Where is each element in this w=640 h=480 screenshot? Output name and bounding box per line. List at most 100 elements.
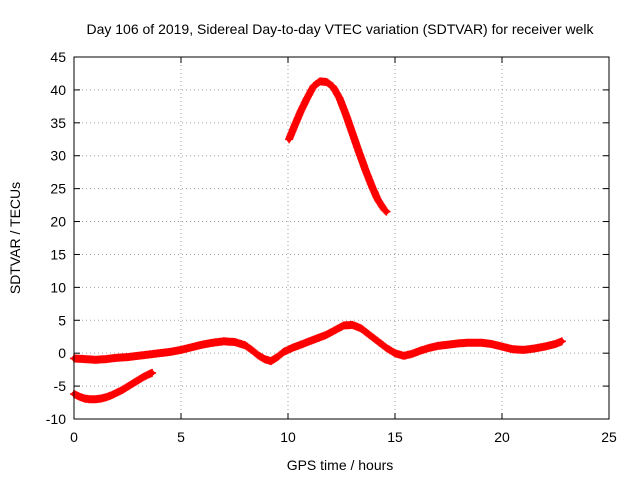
data-point (368, 182, 375, 188)
data-point (426, 345, 432, 351)
y-tick-label: -10 (46, 411, 66, 427)
data-point (467, 340, 473, 346)
data-point (306, 338, 312, 344)
data-point (289, 345, 295, 351)
y-tick-labels: -10 -5 0 5 10 15 20 25 30 35 40 45 (46, 49, 66, 427)
data-point (418, 347, 424, 354)
data-point (375, 338, 381, 344)
data-point (456, 340, 462, 346)
grid-lines (74, 57, 609, 419)
data-point (140, 374, 147, 380)
data-point (559, 338, 565, 344)
data-point (286, 136, 292, 142)
data-point (92, 396, 98, 402)
series-low-arc (70, 368, 157, 404)
plot-frame (73, 56, 610, 420)
data-point (323, 79, 330, 85)
data-point (366, 332, 372, 338)
series-peak-arc (285, 77, 391, 216)
data-point (298, 342, 304, 348)
data-point (323, 332, 330, 338)
data-point (499, 344, 505, 350)
data-point (249, 347, 255, 353)
data-point (520, 347, 527, 353)
data-point (356, 148, 362, 154)
data-point (82, 395, 88, 402)
y-tick-label: 0 (58, 345, 66, 361)
data-point (552, 341, 559, 347)
y-tick-label: 10 (50, 279, 66, 295)
data-point (149, 370, 155, 376)
data-point (317, 78, 323, 84)
data-point (146, 351, 152, 358)
x-tick-labels: 0 5 10 15 20 25 (70, 429, 617, 445)
data-point (304, 95, 310, 101)
data-point (87, 396, 93, 402)
x-tick-label: 0 (70, 429, 78, 445)
data-point (130, 380, 136, 387)
data-point (392, 350, 398, 356)
data-point (98, 395, 104, 402)
data-point (445, 342, 452, 348)
data-point (221, 338, 227, 344)
data-point (103, 356, 109, 362)
y-tick-label: 25 (50, 181, 66, 197)
y-tick-label: 45 (50, 49, 66, 65)
data-point (82, 356, 88, 362)
y-tick-label: 40 (50, 82, 66, 98)
data-point (362, 166, 368, 172)
y-tick-label: 30 (50, 148, 66, 164)
data-point (510, 346, 516, 352)
data-point (103, 394, 109, 400)
series-baseline (70, 320, 566, 366)
data-point (189, 344, 195, 350)
data-point (311, 83, 317, 89)
data-point (135, 377, 141, 383)
data-point (199, 342, 205, 348)
data-point (336, 95, 342, 101)
data-point (281, 349, 287, 355)
data-point (119, 387, 125, 393)
data-point (298, 108, 304, 114)
data-point (210, 340, 216, 346)
data-point (114, 390, 120, 396)
data-point (409, 351, 415, 357)
data-point (488, 341, 494, 347)
data-point (341, 322, 347, 329)
data-point (261, 356, 268, 362)
data-point (108, 392, 115, 398)
data-point (349, 130, 355, 136)
data-point (242, 342, 248, 348)
axis-ticks (73, 56, 610, 420)
y-tick-label: -5 (54, 378, 67, 394)
data-point (332, 327, 338, 333)
y-tick-label: 5 (58, 312, 66, 328)
data-point (178, 347, 184, 353)
data-point (383, 209, 390, 215)
y-tick-label: 35 (50, 115, 66, 131)
data-point (478, 340, 484, 346)
x-tick-label: 20 (494, 429, 510, 445)
x-tick-label: 15 (387, 429, 403, 445)
data-point (400, 353, 407, 359)
data-point (124, 354, 131, 360)
chart-title: Day 106 of 2019, Sidereal Day-to-day VTE… (86, 21, 594, 37)
data-point (330, 84, 336, 90)
data-point (167, 349, 173, 355)
data-point (383, 345, 390, 351)
y-tick-label: 15 (50, 246, 66, 262)
data-point (268, 358, 274, 364)
data-point (92, 357, 98, 363)
data-point (135, 353, 141, 359)
data-point (358, 325, 364, 331)
x-tick-label: 5 (177, 429, 185, 445)
data-point (274, 354, 280, 360)
data-point (531, 345, 537, 352)
data-point (542, 344, 548, 350)
data-point (124, 384, 131, 390)
data-point (291, 123, 298, 129)
data-point (375, 197, 381, 203)
data-point (255, 352, 261, 358)
data-point (315, 335, 321, 341)
data-point (76, 394, 82, 400)
